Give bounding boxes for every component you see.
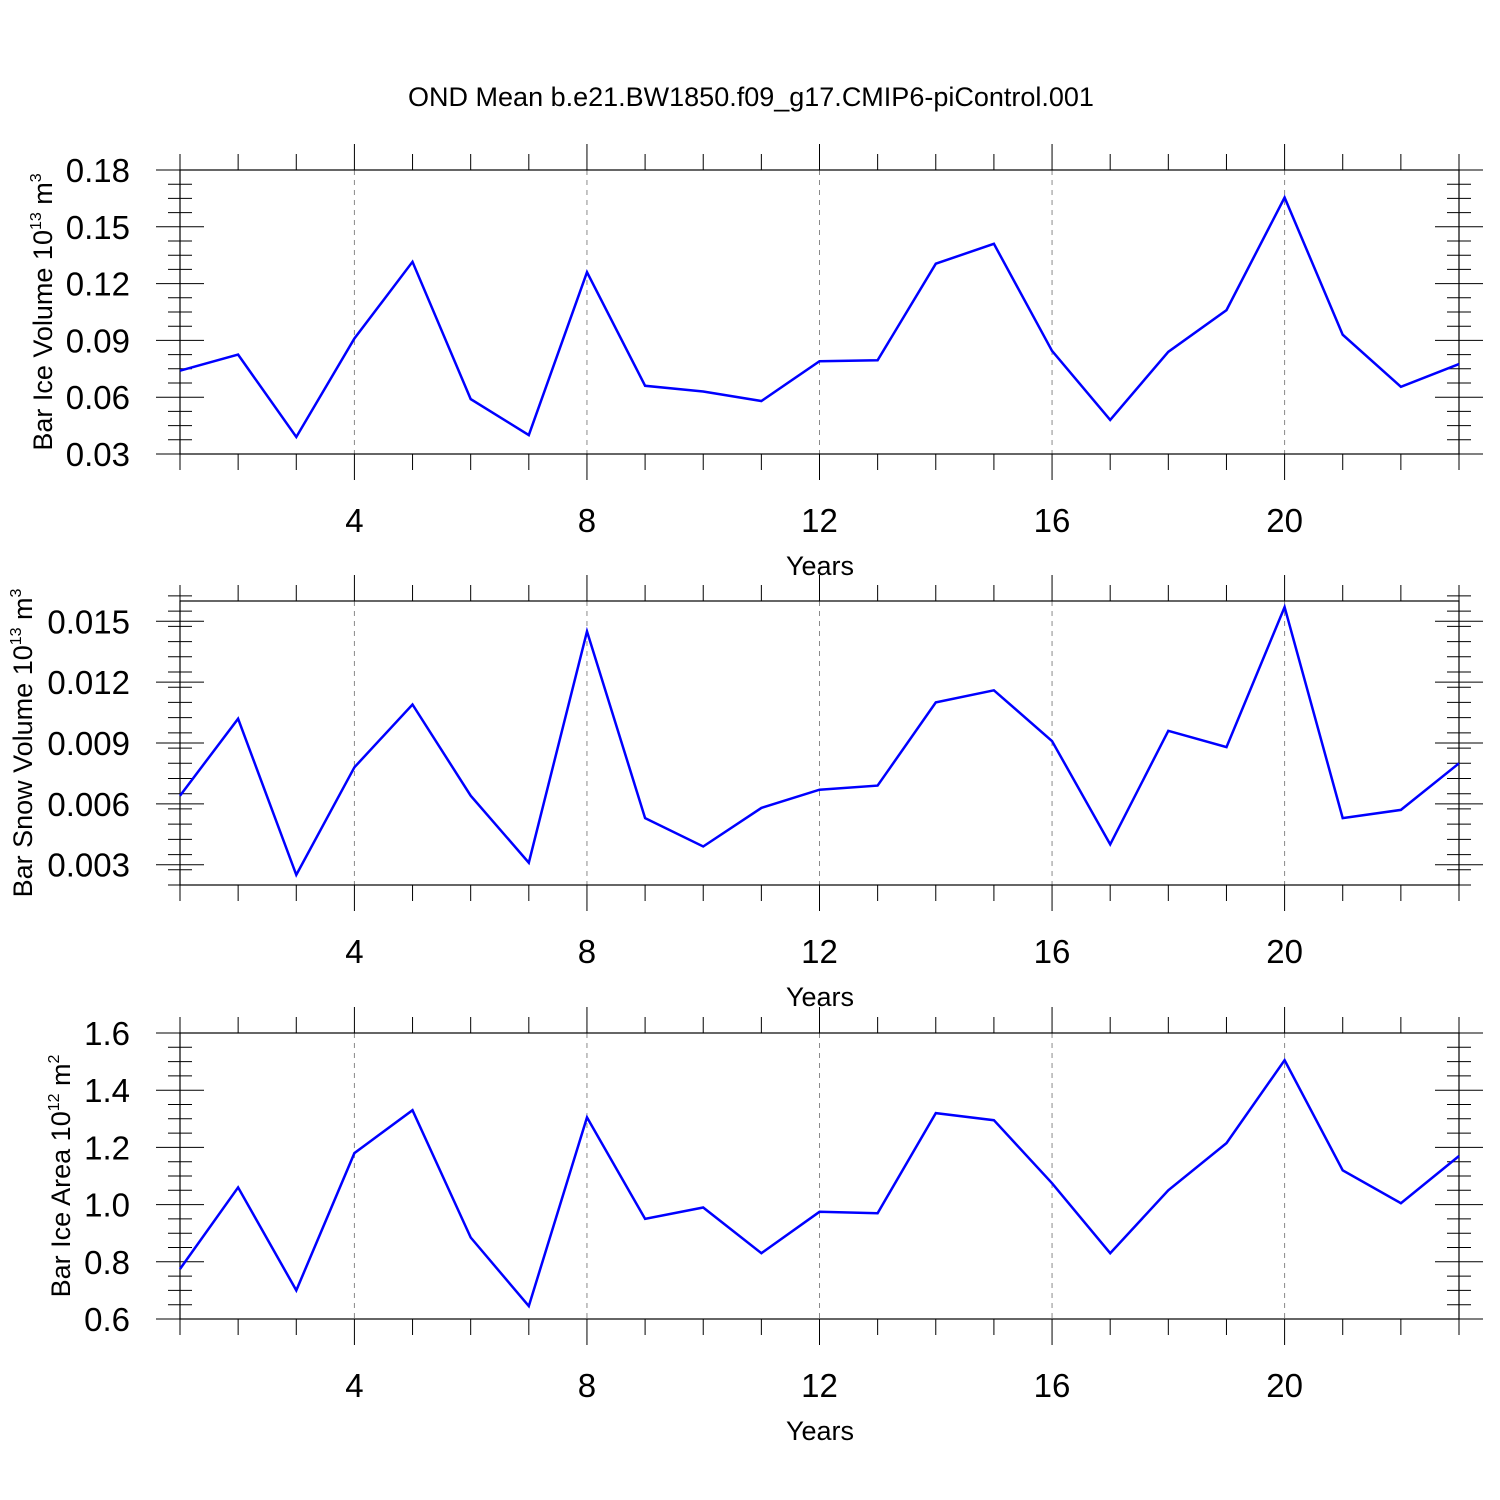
y-axis-title-text: m xyxy=(46,1063,76,1093)
x-tick-label: 16 xyxy=(1034,1367,1071,1404)
y-tick-label: 0.12 xyxy=(66,266,130,303)
panel-2: 4 8 12 16 200.0030.0060.0090.0120.015YearsBa… xyxy=(8,575,1483,1012)
y-tick-label: 0.18 xyxy=(66,152,130,189)
x-tick-label: 16 xyxy=(1034,933,1071,970)
x-tick-label: 20 xyxy=(1266,933,1303,970)
figure-title: OND Mean b.e21.BW1850.f09_g17.CMIP6-piCo… xyxy=(408,82,1094,112)
plot-frame xyxy=(179,169,1460,455)
y-tick-label: 0.06 xyxy=(66,379,130,416)
panel-3: 4 8 12 16 20 0.6 0.8 1.0 1.2 1.4 1.6 Years Bar Ice A… xyxy=(46,1007,1483,1446)
y-tick-label: 0.03 xyxy=(66,436,130,473)
y-tick-label: 1.4 xyxy=(84,1072,130,1109)
x-axis-title: Years xyxy=(786,1416,854,1446)
y-axis-title-text: m xyxy=(28,182,58,212)
y-axis-title: Bar Ice Volume 1013 m3 xyxy=(28,173,58,450)
y-axis-title-exponent: 3 xyxy=(8,588,25,597)
y-axis-title-exponent: 2 xyxy=(46,1054,63,1063)
y-tick-label: 0.006 xyxy=(47,786,130,823)
y-axis-title-exponent: 13 xyxy=(8,627,25,645)
y-axis-title: Bar Ice Area 1012 m2 xyxy=(46,1054,76,1297)
plot-frame xyxy=(179,600,1460,886)
x-tick-label: 4 xyxy=(345,502,363,539)
plot-frame xyxy=(179,1032,1460,1320)
y-axis-title-text: Bar Ice Area 10 xyxy=(46,1111,76,1297)
y-tick-label: 0.8 xyxy=(84,1244,130,1281)
panel-1: 4 8 12 16 200.030.060.090.120.150.18YearsBar… xyxy=(28,144,1483,581)
y-tick-label: 1.0 xyxy=(84,1187,130,1224)
y-tick-label: 0.6 xyxy=(84,1301,130,1338)
y-tick-label: 1.6 xyxy=(84,1015,130,1052)
series-line xyxy=(179,194,1460,440)
y-axis-title: Bar Snow Volume 1013 m3 xyxy=(8,588,38,897)
x-tick-label: 12 xyxy=(801,933,838,970)
y-tick-label: 0.015 xyxy=(47,603,130,640)
y-tick-label: 1.2 xyxy=(84,1129,130,1166)
panels: 4 8 12 16 20 0.03 0.06 0.09 0.12 0.15 0.18 Years Bar… xyxy=(8,144,1483,1446)
x-tick-label: 12 xyxy=(801,502,838,539)
x-tick-label: 16 xyxy=(1034,502,1071,539)
x-tick-label: 12 xyxy=(801,1367,838,1404)
x-tick-label: 20 xyxy=(1266,1367,1303,1404)
y-tick-label: 0.009 xyxy=(47,725,130,762)
x-tick-label: 8 xyxy=(578,502,596,539)
x-tick-label: 8 xyxy=(578,933,596,970)
x-tick-label: 4 xyxy=(345,933,363,970)
x-tick-label: 4 xyxy=(345,1367,363,1404)
y-axis-title-text: Bar Snow Volume 10 xyxy=(8,645,38,897)
y-tick-label: 0.012 xyxy=(47,664,130,701)
y-tick-label: 0.003 xyxy=(47,847,130,884)
x-tick-label: 20 xyxy=(1266,502,1303,539)
y-tick-label: 0.09 xyxy=(66,322,130,359)
y-axis-title-text: Bar Ice Volume 10 xyxy=(28,230,58,451)
series-line xyxy=(178,1057,1460,1309)
x-tick-label: 8 xyxy=(578,1367,596,1404)
series-line xyxy=(179,603,1460,878)
y-axis-title-text: m xyxy=(8,597,38,627)
y-tick-label: 0.15 xyxy=(66,209,130,246)
y-axis-title-exponent: 3 xyxy=(28,173,45,182)
y-axis-title-exponent: 12 xyxy=(46,1093,63,1111)
y-axis-title-exponent: 13 xyxy=(28,212,45,230)
